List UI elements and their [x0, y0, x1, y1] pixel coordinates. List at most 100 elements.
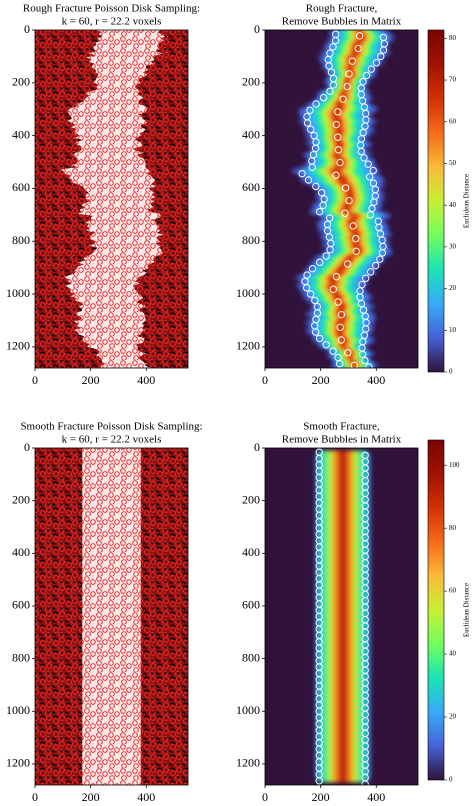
y-tick-label: 1200 [236, 339, 260, 353]
y-tick-label: 800 [242, 650, 260, 664]
axes-frame [34, 447, 189, 786]
y-tick-label: 200 [242, 75, 260, 89]
panel-title: Rough Fracture, [306, 3, 378, 15]
bubble [343, 82, 352, 91]
colorbar-tick-label: 60 [449, 587, 457, 595]
bubble [312, 182, 320, 191]
distance-field [315, 450, 371, 783]
x-tick-label: 0 [262, 373, 268, 387]
fracture [60, 30, 166, 368]
x-tick-label: 400 [137, 373, 155, 387]
y-tick-label: 200 [242, 492, 260, 506]
bubble [311, 328, 320, 336]
bubble [339, 95, 347, 103]
bubble [331, 36, 340, 45]
bubble [377, 52, 385, 61]
panel: Smooth Fracture,Remove Bubbles in Matrix… [236, 421, 471, 804]
panel-subtitle: k = 60, r = 22.2 voxels [62, 16, 162, 28]
bubble [322, 252, 330, 260]
y-tick-label: 200 [12, 75, 30, 89]
bubble [361, 356, 369, 365]
bubble [360, 154, 368, 162]
axes-frame [264, 447, 419, 786]
x-tick-label: 200 [312, 373, 330, 387]
bubble [327, 68, 336, 76]
bubble [298, 169, 306, 178]
bubble [348, 57, 357, 65]
colorbar-tick-label: 0 [449, 776, 453, 784]
bubble [329, 347, 337, 355]
bubble [362, 274, 370, 282]
bubble [302, 284, 311, 292]
bubble [352, 234, 360, 243]
colorbar-tick-label: 60 [449, 117, 457, 125]
bubble [303, 119, 312, 127]
bubble [337, 310, 346, 319]
colorbar-tick-label: 80 [449, 524, 457, 532]
bubble [364, 160, 372, 168]
bubble [345, 70, 353, 78]
bubble [358, 350, 367, 358]
bubble [352, 247, 360, 255]
bubble [371, 261, 380, 270]
bubble [334, 133, 342, 141]
image [265, 448, 418, 785]
bubble [306, 290, 315, 298]
panel-title: Rough Fracture Poisson Disk Sampling: [23, 3, 200, 15]
y-tick-label: 0 [254, 22, 260, 36]
y-tick-label: 400 [242, 127, 260, 141]
y-tick-label: 600 [12, 180, 30, 194]
bubble [315, 334, 324, 343]
colorbar-tick-label: 40 [449, 650, 457, 658]
bubble [316, 258, 324, 267]
bubble [334, 146, 343, 154]
bubble [357, 147, 365, 156]
fracture [82, 448, 141, 785]
bubble [306, 106, 314, 114]
bubble [325, 214, 334, 222]
y-tick-label: 1000 [236, 286, 260, 300]
y-tick-label: 600 [242, 180, 260, 194]
x-tick-label: 0 [32, 373, 38, 387]
bubble [336, 323, 344, 332]
bubble [372, 59, 381, 67]
colorbar-label: Euclidean Distance [463, 174, 471, 228]
bubble [366, 211, 375, 219]
bubble [308, 265, 317, 273]
panel: Rough Fracture Poisson Disk Sampling:k =… [6, 3, 200, 387]
bubble [345, 196, 353, 205]
colorbar-tick-label: 100 [449, 461, 460, 469]
bubble [367, 65, 376, 73]
bubble [325, 62, 333, 70]
y-tick-label: 400 [12, 127, 30, 141]
x-tick-label: 200 [82, 790, 100, 804]
bubble [355, 32, 364, 40]
panel-subtitle: Remove Bubbles in Matrix [282, 16, 402, 28]
bubble [337, 336, 345, 344]
bubble [306, 125, 315, 133]
bubble [303, 271, 311, 279]
bubble [376, 255, 384, 263]
y-tick-label: 1200 [6, 339, 30, 353]
colorbar-tick-label: 50 [449, 159, 457, 167]
colorbar-tick-label: 20 [449, 284, 457, 292]
y-tick-label: 800 [242, 233, 260, 247]
panel: Smooth Fracture Poisson Disk Sampling:k … [6, 421, 203, 804]
bubble [365, 363, 373, 368]
y-tick-label: 1200 [6, 756, 30, 770]
bubble [315, 777, 323, 785]
bubble [336, 158, 344, 167]
y-tick-label: 200 [12, 492, 30, 506]
bubble [358, 280, 366, 289]
bubble [357, 299, 366, 308]
image [265, 30, 418, 368]
bubble [308, 163, 316, 172]
bubble [334, 298, 342, 306]
bubble [343, 260, 352, 268]
bubble [344, 348, 352, 357]
image [35, 448, 188, 785]
y-tick-label: 800 [12, 233, 30, 247]
x-tick-label: 200 [312, 790, 330, 804]
y-tick-label: 0 [24, 22, 30, 36]
colorbar [427, 439, 445, 781]
